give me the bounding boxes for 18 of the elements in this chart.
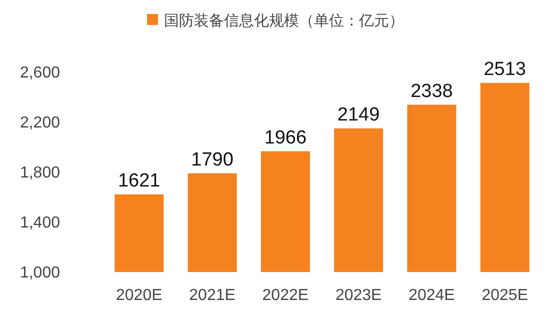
y-tick-label: 1,400 (20, 214, 60, 232)
x-tick-label: 2022E (262, 287, 309, 304)
data-label: 1790 (191, 149, 234, 170)
x-tick-label: 2023E (335, 287, 382, 304)
data-label: 2149 (337, 104, 380, 126)
data-label: 1621 (118, 170, 160, 192)
x-tick-label: 2024E (408, 287, 455, 304)
y-tick-label: 2,200 (20, 114, 60, 132)
data-label: 1966 (264, 127, 307, 148)
legend-label: 国防装备信息化规模（单位：亿元） (164, 12, 404, 30)
y-tick-label: 2,600 (20, 64, 60, 82)
data-label: 2513 (484, 58, 526, 80)
x-tick-label: 2021E (189, 287, 236, 304)
y-tick-label: 1,800 (20, 164, 60, 182)
y-tick-label: 1,000 (20, 264, 60, 282)
x-tick-label: 2020E (116, 287, 162, 304)
x-tick-label: 2025E (482, 287, 528, 304)
data-label: 2338 (410, 80, 453, 102)
